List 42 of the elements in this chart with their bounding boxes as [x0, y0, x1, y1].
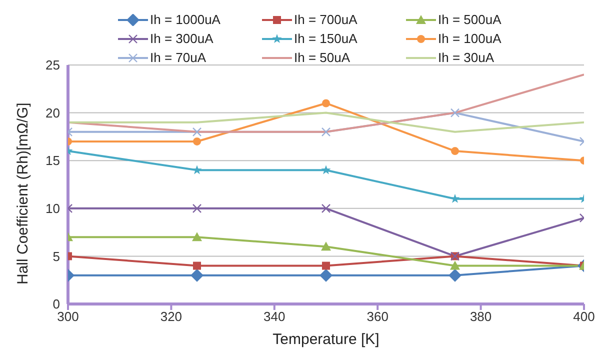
point [321, 242, 331, 251]
point [322, 99, 330, 108]
x-tick-label: 380 [470, 309, 492, 324]
x-tick-label: 340 [264, 309, 286, 324]
point [192, 232, 202, 242]
x-tick-label: 400 [573, 309, 595, 324]
x-axis-title: Temperature [K] [272, 331, 380, 348]
legend-label: Ih = 500uA [438, 12, 502, 27]
point [192, 165, 202, 174]
point [322, 262, 330, 270]
y-tick-label: 25 [46, 58, 60, 73]
x-tick-label: 300 [57, 309, 79, 324]
legend-label: Ih = 300uA [150, 31, 214, 46]
x-tick-label: 360 [366, 309, 388, 324]
point [448, 268, 462, 282]
point [451, 147, 459, 156]
point [192, 127, 202, 137]
point [450, 108, 460, 118]
y-tick-label: 15 [46, 153, 60, 168]
legend-label: Ih = 1000uA [150, 12, 220, 27]
point [193, 137, 201, 146]
point [193, 262, 201, 270]
point [321, 165, 331, 174]
legend-label: Ih = 70uA [150, 50, 206, 65]
y-tick-label: 5 [52, 248, 60, 264]
x-tick-label: 320 [160, 309, 182, 324]
point [190, 268, 204, 282]
legend-label: Ih = 30uA [438, 50, 494, 65]
legend-label: Ih = 100uA [438, 31, 502, 46]
point [320, 268, 332, 282]
y-tick-label: 0 [52, 296, 60, 312]
point [321, 127, 331, 137]
point [321, 204, 331, 213]
point [450, 194, 460, 203]
y-tick-label: 20 [46, 105, 60, 120]
y-tick-label: 10 [46, 201, 60, 216]
legend-label: Ih = 150uA [294, 31, 358, 46]
legend-label: Ih = 700uA [294, 12, 358, 27]
y-axis-title: Hall Coefficient (Rh)[mΩ/G] [14, 102, 32, 284]
point [450, 260, 460, 270]
point [192, 204, 202, 213]
legend-label: Ih = 50uA [294, 50, 350, 65]
